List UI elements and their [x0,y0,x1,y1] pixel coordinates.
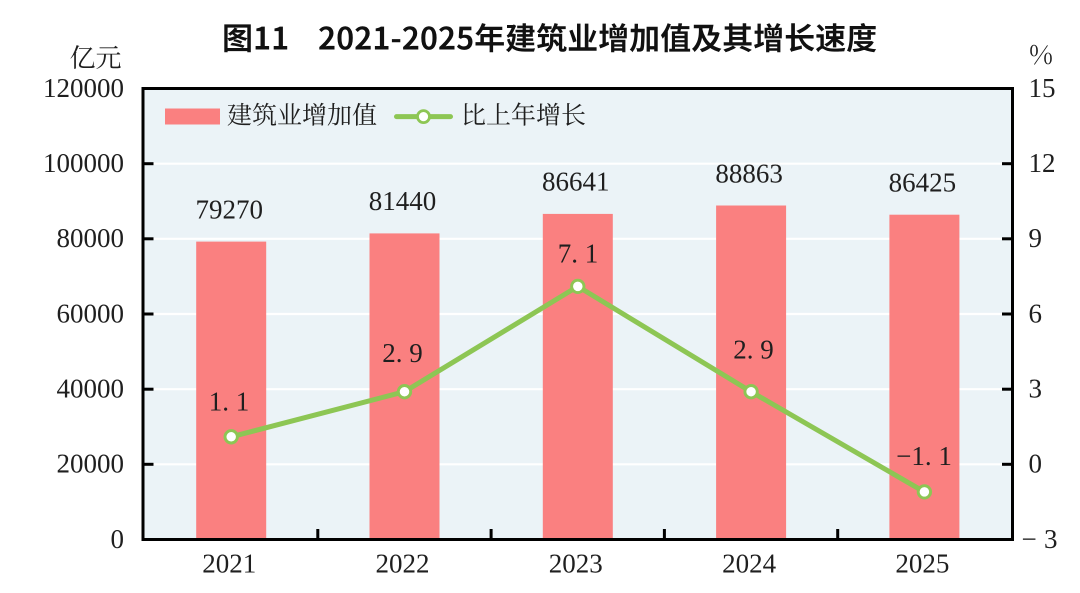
svg-text:2025: 2025 [895,548,949,578]
svg-text:100000: 100000 [43,148,124,178]
svg-text:−: − [1022,524,1037,554]
svg-text:60000: 60000 [57,298,125,328]
svg-text:2. 9: 2. 9 [382,338,423,368]
svg-text:12: 12 [1029,148,1056,178]
svg-text:15: 15 [1029,73,1056,103]
svg-text:7. 1: 7. 1 [558,238,599,268]
svg-text:6: 6 [1029,298,1043,328]
svg-text:−1. 1: −1. 1 [896,441,952,471]
svg-text:40000: 40000 [57,374,125,404]
svg-text:2021: 2021 [202,548,256,578]
svg-text:0: 0 [1029,449,1043,479]
svg-text:0: 0 [111,524,125,554]
svg-text:3: 3 [1029,374,1043,404]
svg-text:120000: 120000 [43,73,124,103]
svg-text:20000: 20000 [57,449,125,479]
svg-text:79270: 79270 [195,194,263,224]
svg-text:80000: 80000 [57,223,125,253]
svg-text:1. 1: 1. 1 [209,386,250,416]
svg-text:86425: 86425 [889,168,957,198]
svg-text:2023: 2023 [549,548,603,578]
svg-text:2022: 2022 [376,548,430,578]
svg-text:9: 9 [1029,223,1043,253]
svg-text:2. 9: 2. 9 [733,334,774,364]
svg-text:81440: 81440 [369,186,437,216]
svg-text:88863: 88863 [715,158,783,188]
svg-text:86641: 86641 [542,167,610,197]
svg-text:3: 3 [1044,524,1058,554]
svg-text:2024: 2024 [722,548,777,578]
